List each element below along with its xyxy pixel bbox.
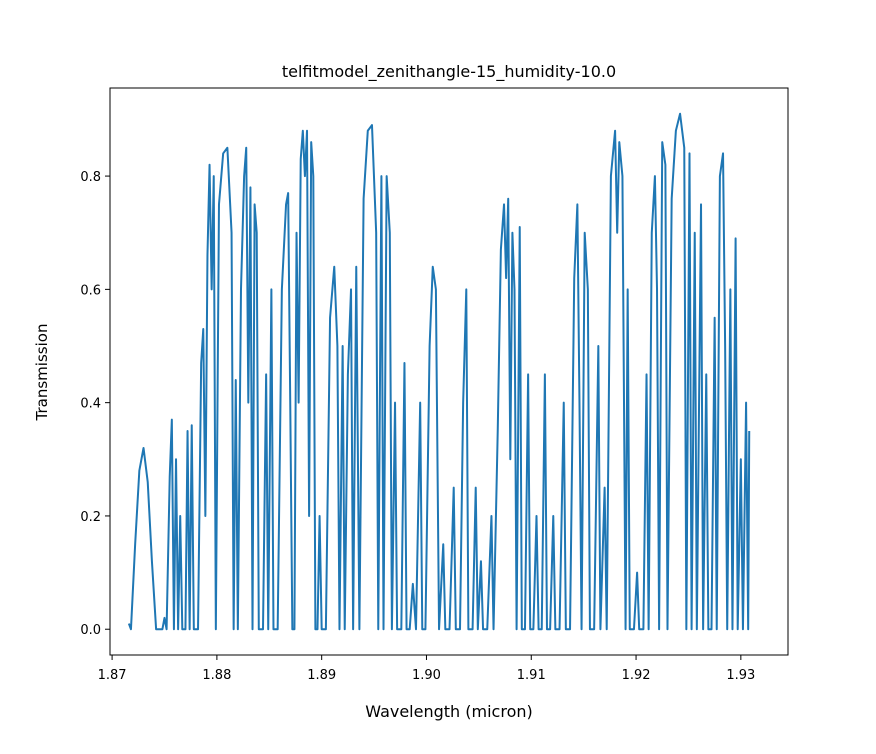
x-tick-label: 1.93 [726,668,755,683]
x-tick-label: 1.91 [517,668,546,683]
x-tick-label: 1.88 [202,668,231,683]
chart-title: telfitmodel_zenithangle-15_humidity-10.0 [282,62,616,82]
x-tick-label: 1.90 [412,668,441,683]
y-tick-label: 0.2 [80,510,101,525]
x-tick-label: 1.92 [622,668,651,683]
x-tick-label: 1.87 [98,668,127,683]
y-axis-label: Transmission [33,324,51,422]
y-tick-label: 0.4 [80,397,101,412]
y-tick-label: 0.6 [80,283,101,298]
x-tick-label: 1.89 [307,668,336,683]
y-tick-label: 0.8 [80,170,101,185]
plot-frame [109,87,789,656]
x-axis-label: Wavelength (micron) [365,702,532,721]
data-line [127,112,751,631]
y-tick-label: 0.0 [80,623,101,638]
